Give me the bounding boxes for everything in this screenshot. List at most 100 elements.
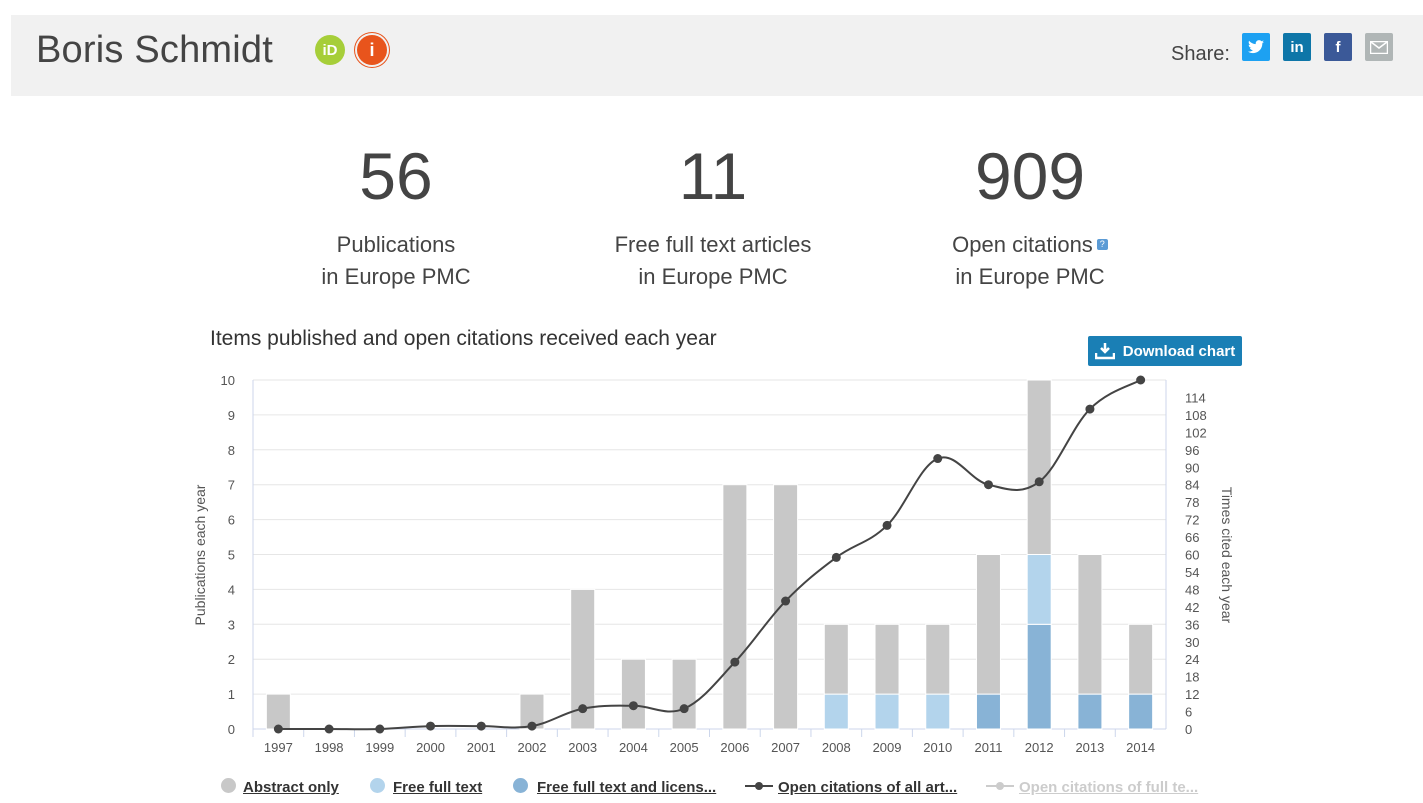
y-tick-label: 7: [228, 478, 235, 493]
y-tick-label: 4: [228, 582, 235, 597]
citation-point: [679, 704, 689, 714]
y2-tick-label: 24: [1185, 652, 1199, 667]
x-tick-label: 2006: [720, 740, 749, 755]
x-tick-label: 2000: [416, 740, 445, 755]
y2-tick-label: 108: [1185, 408, 1207, 423]
y2-tick-label: 102: [1185, 425, 1207, 440]
twitter-icon: [1248, 40, 1264, 54]
y2-tick-label: 42: [1185, 600, 1199, 615]
bar: [823, 623, 849, 695]
stat-number: 11: [678, 139, 748, 213]
y2-tick-label: 60: [1185, 548, 1199, 563]
bar: [1026, 554, 1052, 625]
orcid-icon[interactable]: iD: [315, 35, 345, 65]
stat-number: 909: [974, 139, 1086, 213]
y2-tick-label: 66: [1185, 530, 1199, 545]
bar: [874, 623, 900, 695]
legend-dot-swatch: [996, 782, 1004, 790]
legend-item[interactable]: Open citations of all art...: [778, 779, 958, 796]
linkedin-icon: in: [1290, 38, 1304, 56]
citation-point: [933, 454, 943, 464]
download-label: Download chart: [1122, 342, 1236, 360]
y2-tick-label: 90: [1185, 460, 1199, 475]
info-icon[interactable]: i: [357, 35, 387, 65]
citation-point: [730, 657, 740, 667]
email-share-button[interactable]: [1365, 33, 1393, 61]
y2-axis-title: Times cited each year: [1219, 487, 1235, 624]
stat-open-citations: 909 Open citations? in Europe PMC: [880, 140, 1180, 293]
email-icon: [1370, 40, 1388, 54]
facebook-share-button[interactable]: f: [1324, 33, 1352, 61]
legend-item[interactable]: Open citations of full te...: [1019, 779, 1199, 796]
bar: [874, 693, 900, 730]
x-tick-label: 2001: [467, 740, 496, 755]
legend-item[interactable]: Free full text and licens...: [537, 779, 717, 796]
bar: [975, 693, 1001, 730]
y-tick-label: 10: [221, 373, 235, 388]
citation-point: [831, 552, 841, 562]
x-tick-label: 2014: [1126, 740, 1155, 755]
x-tick-label: 2008: [822, 740, 851, 755]
legend-swatch: [221, 778, 236, 793]
download-icon: [1094, 343, 1115, 360]
legend-swatch: [513, 778, 528, 793]
x-tick-label: 2004: [619, 740, 648, 755]
x-tick-label: 2002: [518, 740, 547, 755]
bar: [925, 693, 951, 730]
stat-number: 56: [359, 139, 433, 213]
y-tick-label: 6: [228, 513, 235, 528]
citation-point: [983, 480, 993, 490]
bar: [620, 658, 646, 730]
citation-point: [882, 520, 892, 530]
twitter-share-button[interactable]: [1242, 33, 1270, 61]
citation-point: [1136, 375, 1146, 385]
y2-tick-label: 84: [1185, 478, 1199, 493]
citation-point: [1034, 477, 1044, 487]
x-tick-label: 1997: [264, 740, 293, 755]
y2-tick-label: 0: [1185, 722, 1192, 737]
y-tick-label: 3: [228, 617, 235, 632]
stat-label: Free full text articles in Europe PMC: [614, 232, 812, 289]
x-tick-label: 2010: [923, 740, 952, 755]
y2-tick-label: 6: [1185, 705, 1192, 720]
help-icon[interactable]: ?: [1096, 238, 1108, 250]
bar: [671, 658, 697, 730]
x-tick-label: 2003: [568, 740, 597, 755]
share-label: Share:: [1171, 43, 1230, 65]
x-tick-label: 2007: [771, 740, 800, 755]
bar: [1026, 623, 1052, 730]
y2-tick-label: 48: [1185, 582, 1199, 597]
legend-item[interactable]: Free full text: [393, 779, 483, 796]
bar: [975, 554, 1001, 695]
download-chart-button[interactable]: Download chart: [1088, 336, 1242, 366]
y-tick-label: 1: [228, 687, 235, 702]
x-tick-label: 2005: [670, 740, 699, 755]
y-tick-label: 8: [228, 443, 235, 458]
linkedin-share-button[interactable]: in: [1283, 33, 1311, 61]
y-tick-label: 2: [228, 652, 235, 667]
y2-tick-label: 78: [1185, 495, 1199, 510]
legend-swatch: [370, 778, 385, 793]
author-name: Boris Schmidt: [36, 29, 274, 71]
y2-tick-label: 114: [1185, 390, 1206, 405]
stat-label: Publications in Europe PMC: [321, 232, 471, 289]
citation-point: [1085, 404, 1095, 414]
x-tick-label: 2011: [974, 740, 1002, 755]
citation-point: [781, 596, 791, 606]
citation-point: [324, 724, 334, 734]
stat-publications: 56 Publications in Europe PMC: [246, 140, 546, 293]
x-tick-label: 2013: [1075, 740, 1104, 755]
bar: [925, 623, 951, 695]
x-tick-label: 2009: [873, 740, 902, 755]
y2-tick-label: 54: [1185, 565, 1199, 580]
chart-title: Items published and open citations recei…: [210, 327, 717, 350]
citation-point: [578, 704, 588, 714]
facebook-icon: f: [1335, 38, 1341, 56]
bar: [1077, 693, 1103, 730]
y2-tick-label: 18: [1185, 670, 1199, 685]
x-tick-label: 1998: [315, 740, 344, 755]
legend-item[interactable]: Abstract only: [243, 779, 339, 796]
citation-point: [273, 724, 283, 734]
y-tick-label: 0: [228, 722, 235, 737]
